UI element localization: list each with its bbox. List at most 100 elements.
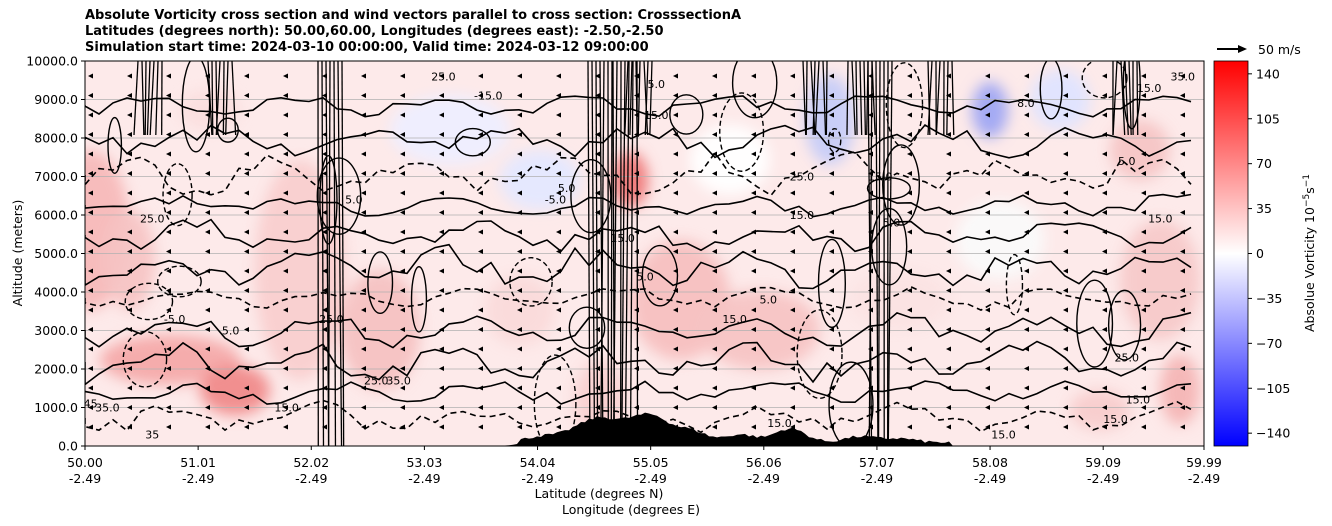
wind-vector (868, 405, 873, 410)
wind-vector (283, 346, 288, 352)
contour-dense (863, 61, 867, 136)
wind-vector (1024, 73, 1029, 79)
contour-dense (643, 61, 649, 136)
wind-vector (751, 268, 756, 274)
wind-vector (1141, 249, 1146, 254)
wind-vector (361, 288, 366, 293)
wind-vector (1180, 210, 1185, 215)
chart-title-line-2: Latitudes (degrees north): 50.00,60.00, … (85, 24, 664, 39)
wind-vector (205, 73, 210, 79)
wind-vector (985, 73, 990, 79)
wind-vector (1141, 151, 1146, 157)
wind-vector (790, 327, 795, 332)
wind-vector (907, 171, 912, 176)
wind-vector (361, 424, 366, 430)
wind-vector (868, 288, 873, 293)
contour-closed (870, 207, 908, 286)
wind-vector (361, 366, 366, 371)
wind-vector (361, 327, 366, 332)
contour-dense (877, 61, 881, 446)
contour-dense (1128, 61, 1132, 136)
wind-vector (244, 93, 249, 98)
wind-vector (283, 73, 288, 79)
wind-vector (322, 424, 327, 430)
wind-vector (400, 405, 405, 410)
wind-vector (1141, 405, 1146, 410)
wind-vector (478, 366, 483, 371)
wind-vector (556, 132, 561, 137)
wind-vector (556, 405, 561, 410)
wind-vector (868, 73, 873, 79)
wind-vector (556, 151, 561, 157)
x-tick-label-lat: 52.02 (293, 455, 329, 470)
wind-vector (205, 190, 210, 196)
wind-vector (127, 151, 132, 157)
wind-vector (673, 366, 678, 371)
contour-label: 15.0 (767, 417, 792, 430)
x-tick-label-lat: 54.04 (520, 455, 556, 470)
wind-vector (1102, 249, 1107, 254)
contour-dense (1136, 61, 1139, 136)
wind-vector (751, 385, 756, 391)
contour-closed (828, 361, 874, 446)
colorbar-tick-label: −140 (1256, 426, 1290, 441)
wind-vector (1141, 366, 1146, 371)
wind-vector (400, 229, 405, 235)
contour-closed (1039, 61, 1063, 120)
wind-vector (517, 73, 522, 79)
contour-closed (866, 177, 911, 200)
wind-vector (1063, 93, 1068, 98)
wind-vector (283, 190, 288, 196)
wind-vector (829, 424, 834, 430)
wind-vector (166, 307, 171, 313)
contour-label: 15.0 (1126, 394, 1151, 407)
wind-vector (439, 229, 444, 235)
wind-vector (88, 327, 93, 332)
wind-vector (595, 151, 600, 157)
wind-vector (556, 93, 561, 98)
wind-vector (712, 327, 717, 332)
contour-closed (216, 117, 239, 143)
contour-dense (637, 61, 641, 136)
wind-vector (556, 288, 561, 293)
wind-vector (1024, 171, 1029, 176)
colorbar-tick-label: 140 (1256, 66, 1280, 81)
wind-vector (400, 346, 405, 352)
wind-vector (322, 327, 327, 332)
contour-label: 25.0 (790, 170, 815, 183)
wind-vector (88, 229, 93, 235)
wind-vector (478, 73, 483, 79)
x-tick-label-lon: -2.49 (408, 471, 440, 486)
wind-vector (283, 366, 288, 371)
wind-vector (985, 112, 990, 118)
colorbar-gradient (1213, 60, 1249, 447)
contour-closed (570, 158, 612, 234)
wind-vector (712, 405, 717, 410)
wind-vector (673, 171, 678, 176)
wind-vector (829, 132, 834, 137)
contour-dense (935, 61, 941, 136)
contour-dense (875, 61, 879, 446)
wind-vector (1180, 132, 1185, 137)
wind-vector (790, 151, 795, 157)
wind-vector (400, 424, 405, 430)
wind-vector (1024, 210, 1029, 215)
wind-vector (556, 307, 561, 313)
wind-vector (868, 229, 873, 235)
wind-vector (205, 327, 210, 332)
contour-dense (805, 61, 808, 136)
wind-vector (595, 132, 600, 137)
contour-label: 15.0 (790, 209, 815, 222)
wind-vector (907, 366, 912, 371)
contour-dense (1124, 61, 1129, 136)
wind-vector (205, 151, 210, 157)
wind-vector (907, 190, 912, 196)
wind-vector (439, 366, 444, 371)
wind-vector (595, 385, 600, 391)
wind-vector (205, 405, 210, 410)
wind-vector (946, 424, 951, 430)
wind-vector (712, 307, 717, 313)
wind-vector (868, 307, 873, 313)
wind-vector (439, 346, 444, 352)
wind-vector (751, 210, 756, 215)
